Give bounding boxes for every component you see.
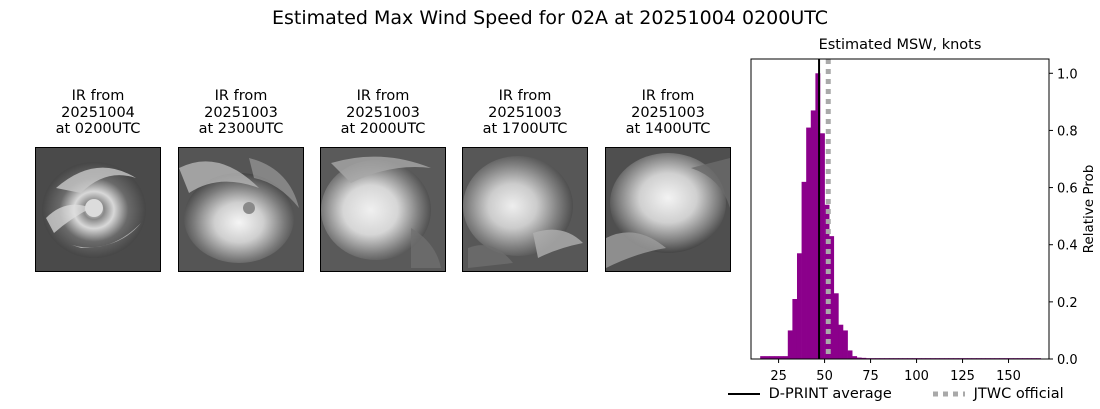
- ir-panel: IR from 20251003 at 2000UTC: [320, 88, 446, 272]
- histogram-bar: [829, 236, 835, 359]
- histogram-bar: [760, 356, 766, 359]
- x-tick-label: 125: [950, 369, 975, 384]
- x-tick-label: 150: [996, 369, 1021, 384]
- histogram-bar: [842, 330, 848, 359]
- plot-frame: [750, 58, 1050, 360]
- ir-panel: IR from 20251003 at 2300UTC: [178, 88, 304, 272]
- x-tick-label: 50: [816, 369, 833, 384]
- y-tick-label: 0.0: [1057, 353, 1078, 368]
- y-tick-label: 1.0: [1057, 67, 1078, 82]
- histogram-bar: [769, 356, 775, 359]
- histogram-bars: [760, 73, 1042, 360]
- histogram-bar: [764, 356, 770, 359]
- ir-panel-title: IR from 20251003 at 1700UTC: [482, 88, 568, 137]
- histogram-bar: [852, 356, 858, 359]
- histogram-bar: [856, 357, 862, 359]
- legend-label: D-PRINT average: [768, 386, 892, 402]
- y-tick-label: 0.6: [1057, 182, 1078, 197]
- legend-entry-dprint: D-PRINT average: [728, 386, 892, 402]
- y-tick-label: 0.4: [1057, 239, 1078, 254]
- legend-entry-jtwc: JTWC official: [933, 386, 1064, 402]
- y-tick-label: 0.8: [1057, 124, 1078, 139]
- ir-panel: IR from 20251003 at 1700UTC: [462, 88, 588, 272]
- reference-lines: [818, 59, 831, 359]
- x-tick-label: 100: [904, 369, 929, 384]
- histogram-bar: [806, 127, 812, 359]
- ir-satellite-image: [605, 147, 731, 272]
- histogram-bar: [838, 324, 844, 359]
- histogram-bar: [778, 356, 784, 359]
- histogram-bar: [833, 293, 839, 359]
- ir-satellite-image: [178, 147, 304, 272]
- ir-panel: IR from 20251004 at 0200UTC: [35, 88, 161, 272]
- ir-satellite-image: [320, 147, 446, 272]
- histogram-bar: [810, 110, 816, 359]
- dotted-line-icon: [933, 391, 965, 397]
- histogram-title: Estimated MSW, knots: [819, 37, 982, 53]
- ir-panel: IR from 20251003 at 1400UTC: [605, 88, 731, 272]
- histogram-bar: [801, 181, 807, 359]
- ir-satellite-image: [35, 147, 161, 272]
- x-tick-label: 25: [770, 369, 787, 384]
- figure-title: Estimated Max Wind Speed for 02A at 2025…: [271, 7, 828, 29]
- ir-panel-title: IR from 20251003 at 2300UTC: [198, 88, 284, 137]
- y-axis-label: Relative Prob: [1081, 165, 1097, 254]
- histogram-bar: [787, 330, 793, 359]
- ir-satellite-image: [462, 147, 588, 272]
- solid-line-icon: [728, 393, 760, 395]
- y-axis: 0.0 0.2 0.4 0.6 0.8 1.0: [1049, 67, 1078, 368]
- ir-panel-title: IR from 20251003 at 2000UTC: [340, 88, 426, 137]
- ir-panel-title: IR from 20251003 at 1400UTC: [625, 88, 711, 137]
- x-tick-label: 75: [862, 369, 879, 384]
- histogram-bar: [773, 356, 779, 359]
- histogram-bar: [783, 356, 789, 359]
- legend-label: JTWC official: [973, 386, 1064, 402]
- histogram-bar: [815, 73, 821, 360]
- x-axis: 25 50 75 100 125 150: [770, 359, 1021, 384]
- histogram-bar: [792, 299, 798, 359]
- histogram-bar: [847, 350, 853, 359]
- ir-panel-title: IR from 20251004 at 0200UTC: [55, 88, 141, 137]
- y-tick-label: 0.2: [1057, 296, 1078, 311]
- histogram-bar: [796, 253, 802, 359]
- histogram-bar: [819, 133, 825, 359]
- histogram-bar: [861, 357, 867, 359]
